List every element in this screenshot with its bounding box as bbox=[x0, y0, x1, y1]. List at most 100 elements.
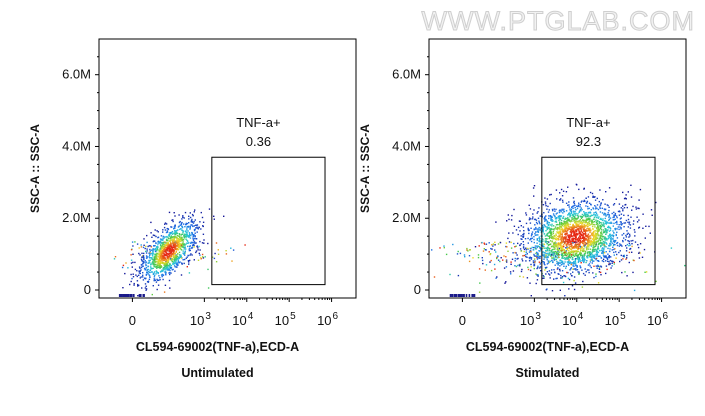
event-dot bbox=[549, 251, 551, 253]
event-dot bbox=[544, 216, 546, 218]
event-dot bbox=[560, 250, 563, 253]
event-dot bbox=[157, 262, 159, 264]
event-dot bbox=[568, 253, 571, 255]
event-dot bbox=[522, 255, 524, 257]
event-dot bbox=[150, 232, 152, 234]
event-dot bbox=[627, 226, 629, 228]
event-dot bbox=[577, 204, 580, 206]
event-dot bbox=[168, 234, 170, 236]
event-dot bbox=[185, 238, 187, 240]
event-dot bbox=[515, 265, 518, 268]
event-dot bbox=[152, 248, 154, 250]
event-dot bbox=[551, 219, 553, 221]
event-dot bbox=[192, 235, 195, 237]
event-dot bbox=[490, 269, 493, 272]
event-dot bbox=[509, 271, 512, 273]
event-dot bbox=[155, 247, 157, 250]
event-dot bbox=[164, 257, 166, 260]
event-dot bbox=[534, 232, 536, 235]
event-dot bbox=[163, 264, 165, 266]
event-dot bbox=[576, 266, 578, 268]
event-dot bbox=[549, 240, 552, 242]
event-dot bbox=[598, 266, 601, 268]
event-dot bbox=[151, 271, 153, 273]
event-dot bbox=[162, 268, 164, 270]
event-dot bbox=[561, 209, 563, 211]
event-dot bbox=[577, 271, 579, 273]
event-dot bbox=[564, 250, 566, 253]
event-dot bbox=[569, 220, 571, 222]
event-dot bbox=[550, 217, 553, 219]
event-dot bbox=[619, 221, 622, 223]
event-dot bbox=[558, 211, 561, 214]
event-dot bbox=[182, 231, 184, 234]
event-dot bbox=[570, 242, 572, 244]
event-dot bbox=[585, 242, 587, 244]
event-dot bbox=[530, 240, 533, 243]
event-dot bbox=[604, 208, 607, 210]
event-dot bbox=[165, 266, 167, 268]
event-dot bbox=[577, 239, 579, 242]
event-dot bbox=[593, 276, 595, 279]
event-dot bbox=[145, 289, 147, 291]
event-dot bbox=[582, 232, 584, 235]
event-dot bbox=[594, 245, 597, 247]
event-dot bbox=[600, 202, 602, 204]
event-dot bbox=[165, 259, 168, 261]
event-dot bbox=[214, 252, 216, 255]
event-dot bbox=[540, 241, 542, 243]
event-dots bbox=[113, 208, 246, 297]
event-dot bbox=[605, 215, 607, 217]
event-dot bbox=[574, 207, 576, 209]
event-dot bbox=[554, 264, 556, 266]
event-dot bbox=[555, 252, 557, 254]
event-dot bbox=[607, 229, 609, 231]
event-dot bbox=[479, 282, 481, 284]
event-dot bbox=[144, 247, 146, 250]
event-dot bbox=[569, 254, 571, 256]
baseline-event bbox=[471, 294, 473, 297]
event-dot bbox=[578, 236, 580, 239]
event-dot bbox=[581, 234, 583, 236]
event-dot bbox=[136, 275, 138, 278]
event-dot bbox=[566, 234, 569, 236]
event-dot bbox=[172, 246, 174, 248]
event-dot bbox=[141, 287, 143, 289]
event-dot bbox=[595, 250, 597, 252]
event-dot bbox=[570, 275, 573, 277]
event-dot bbox=[523, 250, 525, 253]
event-dot bbox=[570, 226, 573, 228]
baseline-event bbox=[143, 294, 145, 297]
event-dot bbox=[145, 285, 147, 287]
event-dot bbox=[590, 214, 593, 216]
event-dot bbox=[122, 264, 125, 267]
event-dot bbox=[150, 221, 152, 224]
event-dot bbox=[161, 238, 163, 241]
event-dot bbox=[554, 245, 556, 247]
event-dot bbox=[512, 270, 515, 272]
event-dot bbox=[146, 250, 148, 252]
event-dot bbox=[175, 236, 177, 238]
event-dot bbox=[551, 257, 553, 259]
event-dot bbox=[530, 295, 532, 297]
event-dot bbox=[177, 257, 179, 260]
event-dot bbox=[553, 208, 555, 210]
event-dot bbox=[555, 246, 557, 248]
event-dot bbox=[624, 271, 626, 273]
event-dot bbox=[587, 226, 589, 228]
event-dot bbox=[561, 248, 563, 251]
event-dot bbox=[181, 244, 183, 246]
event-dot bbox=[584, 237, 586, 240]
event-dot bbox=[161, 266, 163, 268]
event-dot bbox=[154, 249, 157, 251]
event-dot bbox=[177, 241, 179, 243]
event-dot bbox=[589, 220, 591, 222]
event-dot bbox=[188, 218, 190, 220]
event-dot bbox=[573, 234, 575, 236]
event-dot bbox=[164, 263, 166, 265]
event-dot bbox=[534, 261, 536, 263]
event-dot bbox=[544, 256, 546, 258]
event-dot bbox=[582, 222, 584, 224]
event-dot bbox=[552, 231, 555, 233]
event-dot bbox=[597, 220, 599, 222]
